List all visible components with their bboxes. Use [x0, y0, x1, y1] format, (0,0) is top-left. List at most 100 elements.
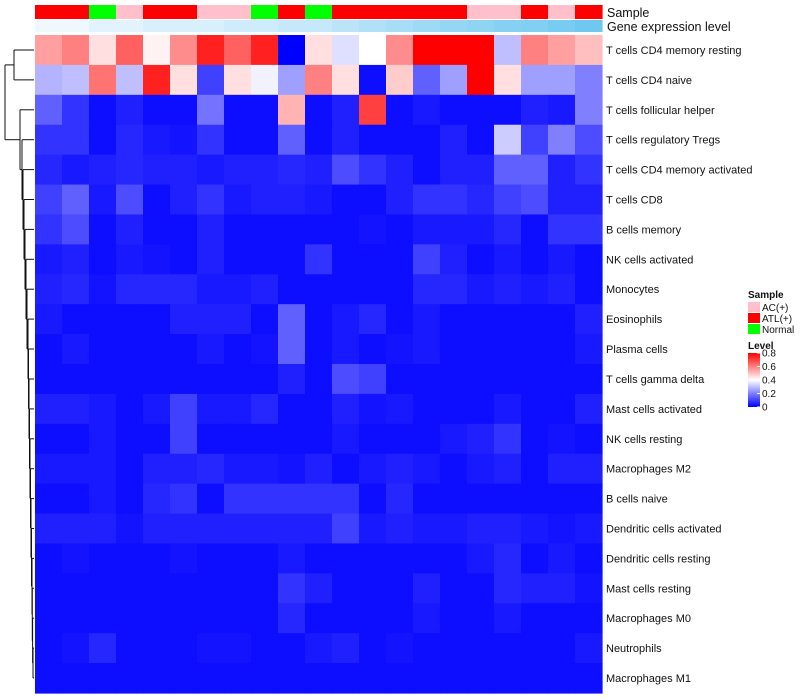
heatmap-cell — [548, 663, 576, 694]
row-label: NK cells resting — [606, 434, 682, 446]
heatmap-cell — [467, 663, 495, 694]
sample-annotation-cell — [494, 5, 522, 19]
heatmap-cell — [116, 543, 144, 574]
heatmap-cell — [170, 633, 198, 664]
heatmap-cell — [548, 334, 576, 365]
heatmap-cell — [494, 543, 522, 574]
heatmap-cell — [305, 124, 333, 156]
heatmap-cell — [359, 154, 387, 186]
heatmap-cell — [575, 35, 603, 66]
heatmap-cell — [548, 573, 576, 604]
gene-expression-level-cell — [251, 20, 279, 32]
heatmap-cell — [89, 154, 117, 186]
heatmap-cell — [575, 184, 603, 216]
heatmap-cell — [548, 423, 576, 455]
heatmap-cell — [440, 274, 468, 305]
row-label: T cells CD8 — [606, 195, 663, 207]
heatmap-cell — [143, 35, 171, 66]
heatmap-cell — [494, 453, 522, 485]
heatmap-cell — [521, 603, 549, 634]
heatmap-cell — [467, 274, 495, 305]
heatmap-cell — [575, 513, 603, 545]
heatmap-cell — [62, 513, 90, 545]
heatmap-cell — [548, 274, 576, 305]
heatmap-cell — [521, 423, 549, 455]
heatmap-cell — [359, 513, 387, 545]
heatmap-cell — [386, 154, 414, 186]
heatmap-cell — [62, 334, 90, 365]
heatmap-cell — [494, 64, 522, 96]
heatmap-cell — [278, 244, 306, 275]
heatmap-cell — [251, 543, 279, 574]
heatmap-cell — [278, 64, 306, 96]
heatmap-cell — [467, 124, 495, 156]
heatmap-cell — [89, 124, 117, 156]
heatmap-cell — [224, 364, 252, 395]
heatmap-cell — [467, 573, 495, 604]
heatmap-cell — [305, 543, 333, 574]
heatmap-cell — [413, 124, 441, 156]
heatmap-cell — [89, 573, 117, 604]
heatmap-cell — [440, 663, 468, 694]
heatmap-cell — [521, 364, 549, 395]
heatmap-cell — [359, 214, 387, 245]
heatmap-cell — [89, 633, 117, 664]
heatmap-cell — [521, 304, 549, 335]
heatmap-cell — [89, 543, 117, 574]
heatmap-cell — [575, 304, 603, 335]
heatmap-cell — [224, 663, 252, 694]
heatmap-cell — [575, 214, 603, 245]
heatmap-cell — [170, 35, 198, 66]
sample-legend-swatch — [748, 302, 760, 312]
heatmap-cell — [62, 94, 90, 126]
heatmap-cell — [143, 64, 171, 96]
heatmap-cell — [62, 124, 90, 156]
heatmap-cell — [521, 244, 549, 275]
heatmap-cell — [197, 453, 225, 485]
heatmap-cell — [386, 274, 414, 305]
heatmap-cell — [35, 124, 63, 156]
heatmap-cell — [548, 35, 576, 66]
heatmap-cell — [197, 364, 225, 395]
heatmap-cell — [62, 573, 90, 604]
heatmap-cell — [143, 184, 171, 216]
heatmap-cell — [197, 35, 225, 66]
heatmap-cell — [494, 633, 522, 664]
sample-annotation-cell — [62, 5, 90, 19]
heatmap-cell — [413, 64, 441, 96]
sample-annotation-cell — [467, 5, 495, 19]
sample-annotation-cell — [251, 5, 279, 19]
heatmap-cell — [305, 35, 333, 66]
heatmap-cell — [89, 94, 117, 126]
heatmap-cell — [494, 334, 522, 365]
heatmap-cell — [413, 214, 441, 245]
heatmap-cell — [170, 364, 198, 395]
heatmap-cell — [494, 483, 522, 515]
heatmap-cell — [494, 393, 522, 425]
heatmap-cell — [575, 334, 603, 365]
heatmap-cell — [575, 573, 603, 604]
heatmap-cell — [305, 663, 333, 694]
heatmap-cell — [143, 423, 171, 455]
sample-annotation-cell — [116, 5, 144, 19]
heatmap-cell — [197, 603, 225, 634]
heatmap-cell — [116, 244, 144, 275]
heatmap-cell — [143, 274, 171, 305]
heatmap-cell — [386, 184, 414, 216]
row-label: Neutrophils — [606, 643, 662, 655]
heatmap-cell — [224, 633, 252, 664]
heatmap-cell — [413, 423, 441, 455]
sample-legend-label: Normal — [762, 325, 794, 336]
heatmap-cell — [35, 334, 63, 365]
heatmap-cell — [278, 453, 306, 485]
heatmap-cell — [521, 124, 549, 156]
gene-expression-level-cell — [413, 20, 441, 32]
heatmap-cell — [35, 154, 63, 186]
level-tick-label: 0.4 — [762, 376, 776, 387]
heatmap-cell — [62, 244, 90, 275]
heatmap-cell — [440, 94, 468, 126]
row-label: B cells naive — [606, 494, 668, 506]
heatmap-cell — [224, 513, 252, 545]
heatmap-cell — [548, 154, 576, 186]
heatmap-cell — [197, 94, 225, 126]
